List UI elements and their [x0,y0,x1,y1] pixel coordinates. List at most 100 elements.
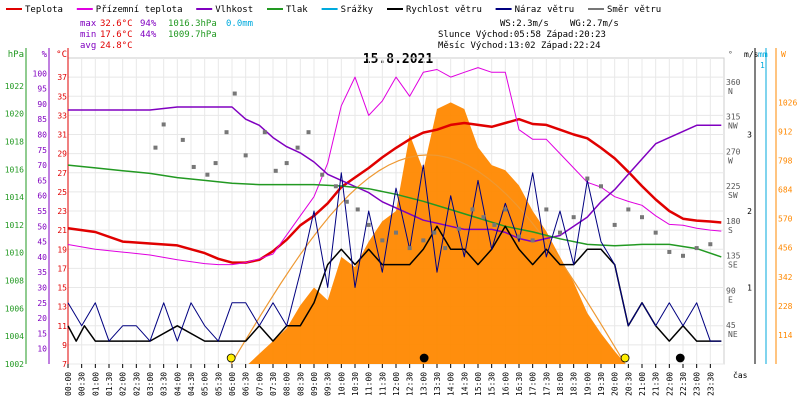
direction-tick-label: 270 [726,147,741,156]
temperature-tick-label: 25 [57,188,67,197]
pressure-tick-label: 1014 [5,193,24,202]
x-tick-label: 15:30 [488,372,497,396]
direction-point [320,172,325,177]
temperature-tick-label: 13 [57,303,67,312]
sun-times: Slunce Východ:05:58 Západ:20:23 [438,30,606,40]
humidity-tick-label: 100 [33,69,48,78]
direction-point [481,215,486,220]
stats-min-press: 1009.7hPa [168,30,217,40]
temperature-tick-label: 31 [57,131,67,140]
direction-tick-label: 360 [726,78,741,87]
x-tick-label: 08:30 [296,372,305,396]
humidity-tick-label: 30 [37,284,47,293]
x-tick-label: 00:00 [64,372,73,396]
temperature-tick-label: 7 [62,360,67,369]
x-tick-label: 06:30 [242,372,251,396]
temperature-axis-unit: °C [56,50,67,60]
x-tick-label: 04:30 [187,372,196,396]
humidity-tick-label: 40 [37,253,47,262]
temperature-tick-label: 19 [57,245,67,254]
direction-point [273,168,278,173]
direction-tick-compass: NW [728,122,738,131]
x-tick-label: 21:00 [638,372,647,396]
direction-point [306,130,311,135]
humidity-tick-label: 85 [37,115,47,124]
temperature-tick-label: 27 [57,169,67,178]
wind-speed-readout: WS:2.3m/s [500,19,549,29]
radiation-tick-label: 342 [778,273,793,282]
humidity-tick-label: 15 [37,329,47,338]
stats-avg-label: avg [80,41,96,51]
pressure-tick-label: 1022 [5,82,24,91]
direction-point [443,246,448,251]
direction-point [492,222,497,227]
x-tick-label: 19:00 [583,372,592,396]
direction-tick-compass: SW [728,191,738,200]
wind-tick-label: 1 [747,284,752,293]
direction-point [626,207,631,212]
x-axis-unit: čas [733,370,748,380]
direction-point [470,207,475,212]
humidity-tick-label: 60 [37,192,47,201]
stats-max-temp: 32.6°C [100,19,133,29]
direction-tick-label: 45 [726,321,736,330]
temperature-tick-label: 29 [57,150,67,159]
legend-label-3: Tlak [286,5,308,15]
axes: hPa1022102010181016101410121010100810061… [5,48,797,369]
temperature-tick-label: 11 [57,322,67,331]
rain-axis-unit: mm [758,50,768,59]
direction-point [571,215,576,220]
legend-label-5: Rychlost větru [406,5,482,15]
temperature-tick-label: 35 [57,92,67,101]
radiation-tick-label: 570 [778,215,793,224]
direction-point [224,130,229,135]
direction-tick-compass: SE [728,261,738,270]
legend-label-2: Vlhkost [215,5,253,15]
direction-tick-label: 225 [726,182,741,191]
sun-arc [230,154,626,365]
direction-point [503,207,508,212]
direction-point [544,207,549,212]
temperature-tick-label: 21 [57,226,67,235]
stats-block: max 32.6°C 94% 1016.3hPa 0.0mm min 17.6°… [80,19,253,51]
chart-title: 15.8.2021 [363,52,434,67]
stats-min-temp: 17.6°C [100,30,133,40]
stats-max-press: 1016.3hPa [168,19,217,29]
wind-sun-info: WS:2.3m/s WG:2.7m/s Slunce Východ:05:58 … [438,19,619,51]
radiation-axis-unit: W [781,50,786,59]
direction-point [640,215,644,220]
direction-point [153,145,158,150]
legend-label-0: Teplota [25,5,63,15]
x-tick-label: 03:30 [160,372,169,396]
direction-point [232,91,237,96]
pressure-tick-label: 1006 [5,304,24,313]
stats-max-hum: 94% [140,19,157,29]
direction-point [161,122,166,127]
direction-point [517,234,521,239]
humidity-tick-label: 20 [37,314,47,323]
x-tick-label: 07:00 [255,372,264,396]
humidity-tick-label: 80 [37,131,47,140]
legend-label-1: Přízemní teplota [96,5,183,15]
humidity-tick-label: 25 [37,299,47,308]
wind-axis-unit: m/s [744,50,759,59]
moon-times: Měsíc Východ:13:02 Západ:22:24 [438,41,601,51]
direction-point [585,176,590,181]
direction-tick-compass: E [728,295,733,304]
direction-point [284,161,289,166]
x-tick-label: 13:00 [419,372,428,396]
temperature-tick-label: 17 [57,264,67,273]
pressure-tick-label: 1008 [5,277,24,286]
radiation-tick-label: 912 [778,127,793,136]
humidity-tick-label: 65 [37,176,47,185]
x-tick-label: 18:30 [570,372,579,396]
direction-point [558,230,562,235]
wind-tick-label: 2 [747,207,752,216]
x-tick-label: 10:30 [351,372,360,396]
humidity-axis-unit: % [42,50,48,60]
pressure-tick-label: 1020 [5,110,24,119]
direction-point [380,238,385,243]
pressure-tick-label: 1010 [5,249,24,258]
humidity-tick-label: 70 [37,161,47,170]
x-tick-label: 03:00 [146,372,155,396]
